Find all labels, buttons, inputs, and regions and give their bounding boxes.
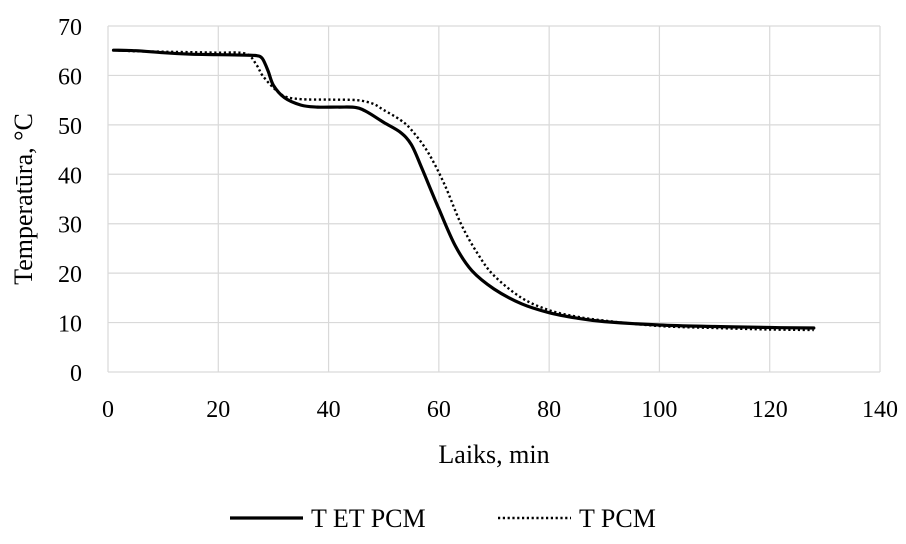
legend-label-1: T ET PCM <box>311 504 426 533</box>
x-tick-label: 0 <box>102 397 114 423</box>
y-tick-label: 60 <box>58 64 82 90</box>
y-axis-title: Temperatūra, °C <box>9 113 38 285</box>
x-tick-label: 40 <box>317 397 341 423</box>
legend: T ET PCM T PCM <box>230 504 656 533</box>
y-tick-label: 50 <box>58 114 82 140</box>
series-line-2 <box>113 49 814 332</box>
series-lines <box>111 48 816 332</box>
x-tick-label: 20 <box>206 397 230 423</box>
x-tick-label: 60 <box>427 397 451 423</box>
x-tick-label: 120 <box>752 397 788 423</box>
grid-lines <box>107 25 881 373</box>
y-tick-label: 70 <box>58 15 82 41</box>
x-tick-label: 100 <box>641 397 677 423</box>
y-tick-label: 20 <box>58 262 82 288</box>
legend-label-2: T PCM <box>579 504 656 533</box>
tick-labels: 0 20 40 60 80 100 120 140 0 10 20 30 40 50 60 70 <box>58 15 898 423</box>
y-tick-label: 0 <box>70 361 82 387</box>
y-tick-label: 40 <box>58 163 82 189</box>
x-tick-label: 80 <box>537 397 561 423</box>
y-tick-label: 10 <box>58 312 82 338</box>
x-tick-label: 140 <box>862 397 898 423</box>
x-axis-title: Laiks, min <box>438 440 549 469</box>
y-tick-label: 30 <box>58 213 82 239</box>
